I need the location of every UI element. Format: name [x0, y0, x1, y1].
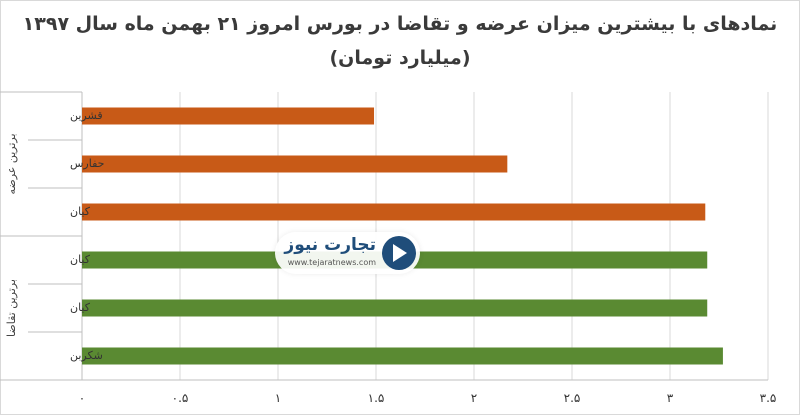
group-label: برترین عرضه [5, 133, 18, 194]
chart-subtitle: (میلیارد تومان) [329, 47, 471, 69]
tejaratnews-logo-icon [382, 236, 416, 270]
category-label: کیان [70, 205, 91, 218]
watermark-name: تجارت نیوز [284, 235, 376, 255]
x-tick-label: ۲ [471, 391, 477, 405]
group-label: برترین تقاضا [5, 279, 18, 337]
watermark: تجارت نیوز www.tejaratnews.com [275, 232, 420, 274]
bar [82, 347, 723, 365]
x-tick-label: ۳.۵ [760, 391, 777, 405]
watermark-url: www.tejaratnews.com [287, 258, 376, 267]
bar [82, 155, 508, 173]
bar [82, 107, 375, 125]
bar [82, 299, 708, 317]
category-label: کیان [70, 253, 91, 266]
x-tick-label: ۱.۵ [368, 391, 385, 405]
x-tick-label: ۲.۵ [564, 391, 581, 405]
bar [82, 203, 706, 221]
category-label: قشرین [70, 109, 103, 122]
x-tick-label: ۱ [275, 391, 281, 405]
category-label: شکربن [70, 349, 103, 362]
category-label: حفارس [70, 157, 104, 170]
x-tick-label: ۳ [667, 391, 674, 405]
chart-title: نمادهای با بیشترین میزان عرضه و تقاضا در… [22, 13, 778, 35]
x-tick-label: ۰ [79, 391, 85, 405]
category-label: کیان [70, 301, 91, 314]
x-tick-label: ۰.۵ [172, 391, 189, 405]
